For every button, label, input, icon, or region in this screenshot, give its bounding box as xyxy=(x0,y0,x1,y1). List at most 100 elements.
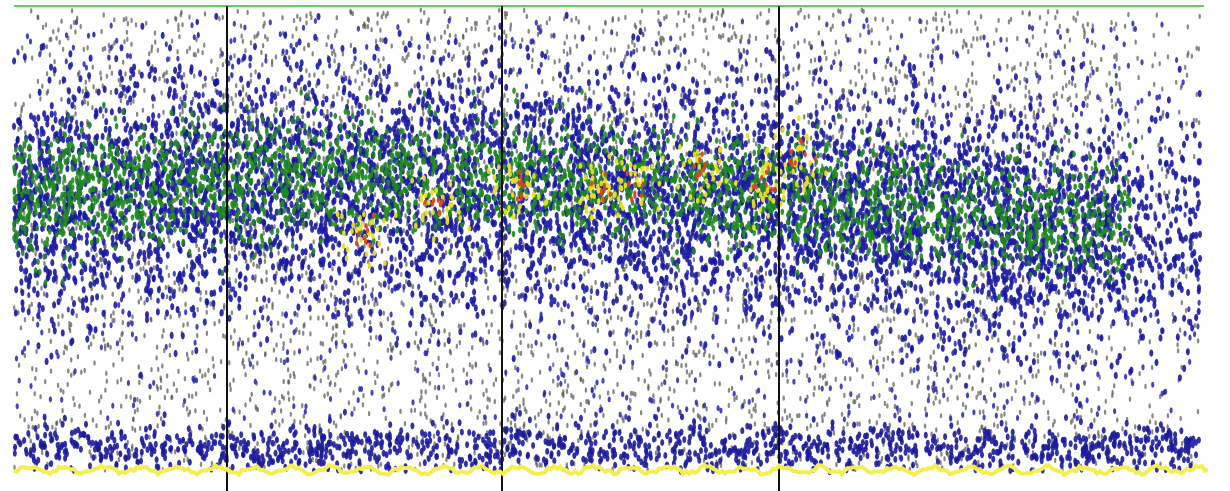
echo-dot xyxy=(263,91,268,99)
echo-dot xyxy=(621,415,624,421)
echo-dot xyxy=(405,279,408,285)
echo-dot xyxy=(1113,26,1116,32)
echo-dot xyxy=(881,318,884,324)
echo-dot xyxy=(954,85,957,91)
echo-dot xyxy=(884,89,888,95)
echo-dot xyxy=(379,461,383,467)
echo-dot xyxy=(246,9,249,16)
echo-dot xyxy=(1161,212,1166,221)
echo-dot xyxy=(774,58,777,64)
echo-dot xyxy=(1107,335,1111,341)
echo-dot xyxy=(166,388,169,394)
echo-dot xyxy=(1176,342,1179,348)
echo-dot xyxy=(221,62,225,68)
echo-dot xyxy=(324,358,327,364)
echo-dot xyxy=(448,32,452,39)
echo-dot xyxy=(1060,93,1064,99)
echo-dot xyxy=(1151,63,1154,69)
echo-dot xyxy=(920,309,923,315)
echo-dot xyxy=(109,344,112,350)
echo-dot xyxy=(710,149,713,155)
echo-dot xyxy=(649,303,653,309)
echo-dot xyxy=(929,291,932,297)
echo-dot xyxy=(1078,354,1082,360)
echo-dot xyxy=(301,114,304,120)
echo-dot xyxy=(194,391,198,397)
echo-dot xyxy=(881,76,884,82)
echo-dot xyxy=(736,276,740,282)
echo-dot xyxy=(84,79,88,85)
echo-dot xyxy=(1190,53,1194,59)
echo-dot xyxy=(416,451,419,458)
echo-dot xyxy=(641,426,644,432)
echo-dot xyxy=(135,111,139,117)
echo-dot xyxy=(809,58,813,64)
echo-dot xyxy=(88,449,91,455)
echo-dot xyxy=(537,117,541,123)
echo-dot xyxy=(420,18,423,24)
echo-dot xyxy=(967,10,970,16)
echo-dot xyxy=(437,73,441,80)
echo-dot xyxy=(517,387,520,393)
echo-dot xyxy=(36,78,40,84)
echo-dot xyxy=(674,361,678,367)
echo-dot xyxy=(655,341,659,347)
echo-dot xyxy=(602,113,605,119)
echo-dot xyxy=(1090,407,1093,413)
echo-dot xyxy=(65,345,69,351)
echo-dot xyxy=(19,257,24,265)
echo-dot xyxy=(651,46,654,53)
echo-dot xyxy=(510,165,513,171)
echo-dot xyxy=(241,97,245,103)
echo-dot xyxy=(1067,138,1071,144)
echo-dot xyxy=(1185,121,1188,127)
echo-dot xyxy=(694,213,697,219)
echo-dot xyxy=(493,32,496,38)
echo-dot xyxy=(708,70,711,76)
echo-dot xyxy=(898,118,901,124)
echo-dot xyxy=(109,89,113,96)
echo-dot xyxy=(1009,103,1012,109)
echo-dot xyxy=(318,423,321,429)
echo-dot xyxy=(405,261,408,267)
echo-dot xyxy=(156,47,160,53)
echo-dot xyxy=(518,403,521,410)
echo-dot xyxy=(881,17,885,23)
echo-dot xyxy=(407,18,410,24)
echo-dot xyxy=(741,318,745,324)
echo-dot xyxy=(668,386,671,392)
echo-dot xyxy=(392,320,395,326)
echo-dot xyxy=(483,268,486,274)
echo-dot xyxy=(247,337,250,343)
echo-dot xyxy=(509,439,512,445)
echo-dot xyxy=(856,421,859,427)
echo-dot xyxy=(699,307,702,313)
echo-dot xyxy=(965,218,969,224)
echo-dot xyxy=(940,344,945,352)
echo-dot xyxy=(971,60,974,66)
echo-dot xyxy=(791,283,794,289)
echo-dot xyxy=(876,359,879,365)
echo-dot xyxy=(1011,264,1015,270)
echo-dot xyxy=(379,37,382,43)
echo-dot xyxy=(855,395,859,401)
echo-dot xyxy=(1175,278,1178,284)
echo-dot xyxy=(484,420,488,426)
echo-dot xyxy=(116,379,119,385)
echo-dot xyxy=(767,369,770,375)
echo-dot xyxy=(1108,169,1112,175)
echo-dot xyxy=(421,372,425,378)
echo-dot xyxy=(422,377,425,383)
echo-dot xyxy=(293,350,296,356)
echo-dot xyxy=(997,337,1000,343)
echo-dot xyxy=(335,423,338,429)
echo-dot xyxy=(141,107,145,113)
echo-dot xyxy=(369,319,372,325)
echo-dot xyxy=(570,413,574,419)
echo-dot xyxy=(878,346,882,352)
echo-dot xyxy=(256,407,259,413)
echo-dot xyxy=(230,245,234,251)
echo-dot xyxy=(554,211,559,220)
echo-dot xyxy=(1152,32,1156,39)
echo-dot xyxy=(548,402,552,408)
